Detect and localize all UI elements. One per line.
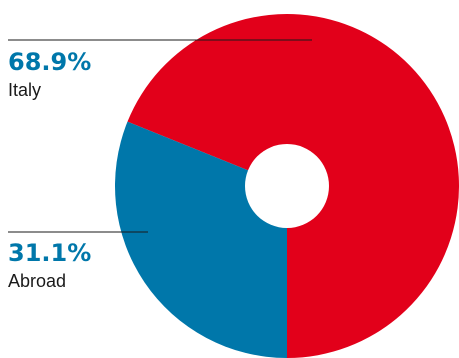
value-label-italy: 68.9% bbox=[8, 48, 91, 76]
category-label-italy: Italy bbox=[8, 80, 41, 100]
category-label-abroad: Abroad bbox=[8, 271, 66, 291]
slice-abroad bbox=[115, 121, 287, 358]
donut-hole bbox=[245, 144, 329, 228]
value-label-abroad: 31.1% bbox=[8, 239, 91, 267]
